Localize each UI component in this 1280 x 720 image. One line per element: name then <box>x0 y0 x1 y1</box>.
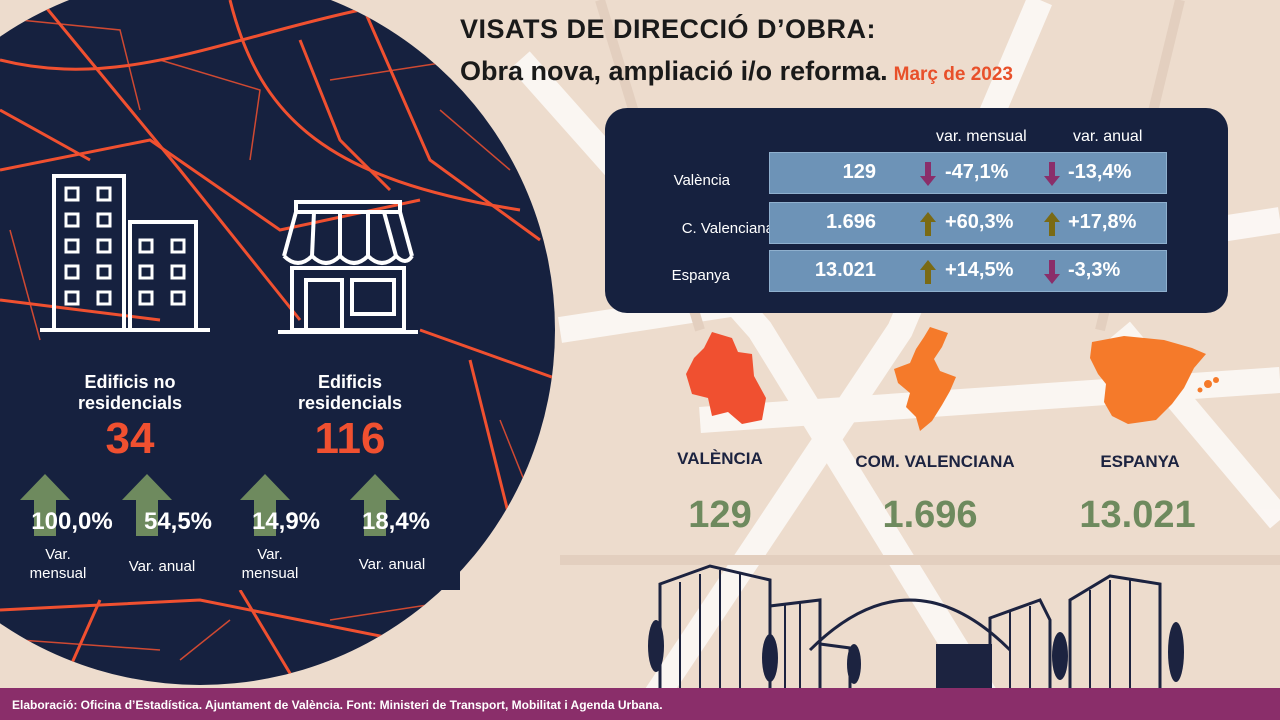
var-mensual-label: Var. mensual <box>29 546 87 582</box>
row-label-espanya: Espanya <box>671 267 730 284</box>
arrow-down-icon <box>1044 162 1060 186</box>
footer-credit: Elaboració: Oficina d’Estadística. Ajunt… <box>0 688 1280 720</box>
col-header-annual: var. anual <box>1073 128 1143 145</box>
residential-annual-variation: 18,4% <box>361 508 431 535</box>
non-residential-value: 34 <box>105 414 155 463</box>
table-row: 13.021 +14,5% -3,3% <box>769 250 1167 292</box>
espanya-map-icon <box>1090 336 1219 424</box>
table-row: 1.696 +60,3% +17,8% <box>769 202 1167 244</box>
arrow-up-icon <box>350 474 400 536</box>
arrow-up-icon <box>122 474 172 536</box>
page-subtitle: Obra nova, ampliació i/o reforma. Març de… <box>460 56 1013 87</box>
arrow-up-icon <box>1044 212 1060 236</box>
page-title: VISATS DE DIRECCIÓ D’OBRA: <box>460 14 877 44</box>
region-value-com-valenciana: 1.696 <box>882 494 978 536</box>
region-value-espanya: 13.021 <box>1079 494 1196 536</box>
row-monthly: +60,3% <box>945 211 1014 233</box>
var-anual-label: Var. anual <box>358 556 426 573</box>
region-name-espanya: ESPANYA <box>1100 452 1180 471</box>
table-row: 129 -47,1% -13,4% <box>769 152 1167 194</box>
region-value-valencia: 129 <box>688 494 752 536</box>
arrow-down-icon <box>920 162 936 186</box>
valencia-map-icon <box>686 332 766 424</box>
row-annual: -3,3% <box>1068 259 1121 281</box>
row-monthly: -47,1% <box>945 161 1009 183</box>
city-skyline-illustration <box>648 564 1184 688</box>
row-value: 1.696 <box>825 211 876 233</box>
row-label-valencia: València <box>673 172 730 189</box>
row-annual: +17,8% <box>1068 211 1137 233</box>
row-value: 13.021 <box>814 259 876 281</box>
row-value: 129 <box>842 161 876 183</box>
shop-icon <box>278 200 418 334</box>
row-label-c-valenciana: C. Valenciana <box>681 220 774 237</box>
non-residential-building-icon <box>40 174 210 332</box>
arrow-up-icon <box>920 260 936 284</box>
region-name-com-valenciana: COM. VALENCIANA <box>855 452 1015 471</box>
arrow-up-icon <box>240 474 290 536</box>
row-annual: -13,4% <box>1068 161 1132 183</box>
arrow-up-icon <box>920 212 936 236</box>
arrow-down-icon <box>1044 260 1060 284</box>
residential-value: 116 <box>314 414 386 463</box>
non-residential-annual-variation: 54,5% <box>143 508 213 535</box>
date-label: Març de 2023 <box>893 64 1013 85</box>
building-type-panel <box>0 350 460 590</box>
col-header-monthly: var. mensual <box>936 128 1027 145</box>
region-name-valencia: VALÈNCIA <box>677 449 763 468</box>
var-anual-label: Var. anual <box>128 558 196 575</box>
subtitle-text: Obra nova, ampliació i/o reforma. <box>460 56 888 86</box>
row-monthly: +14,5% <box>945 259 1014 281</box>
residential-monthly-variation: 14,9% <box>251 508 321 535</box>
residential-label: Edificis residencials <box>297 372 403 413</box>
non-residential-label: Edificis no residencials <box>77 372 183 413</box>
non-residential-monthly-variation: 100,0% <box>31 508 113 535</box>
comunitat-valenciana-map-icon <box>894 327 956 431</box>
arrow-up-icon <box>20 474 70 536</box>
var-mensual-label: Var. mensual <box>241 546 299 582</box>
